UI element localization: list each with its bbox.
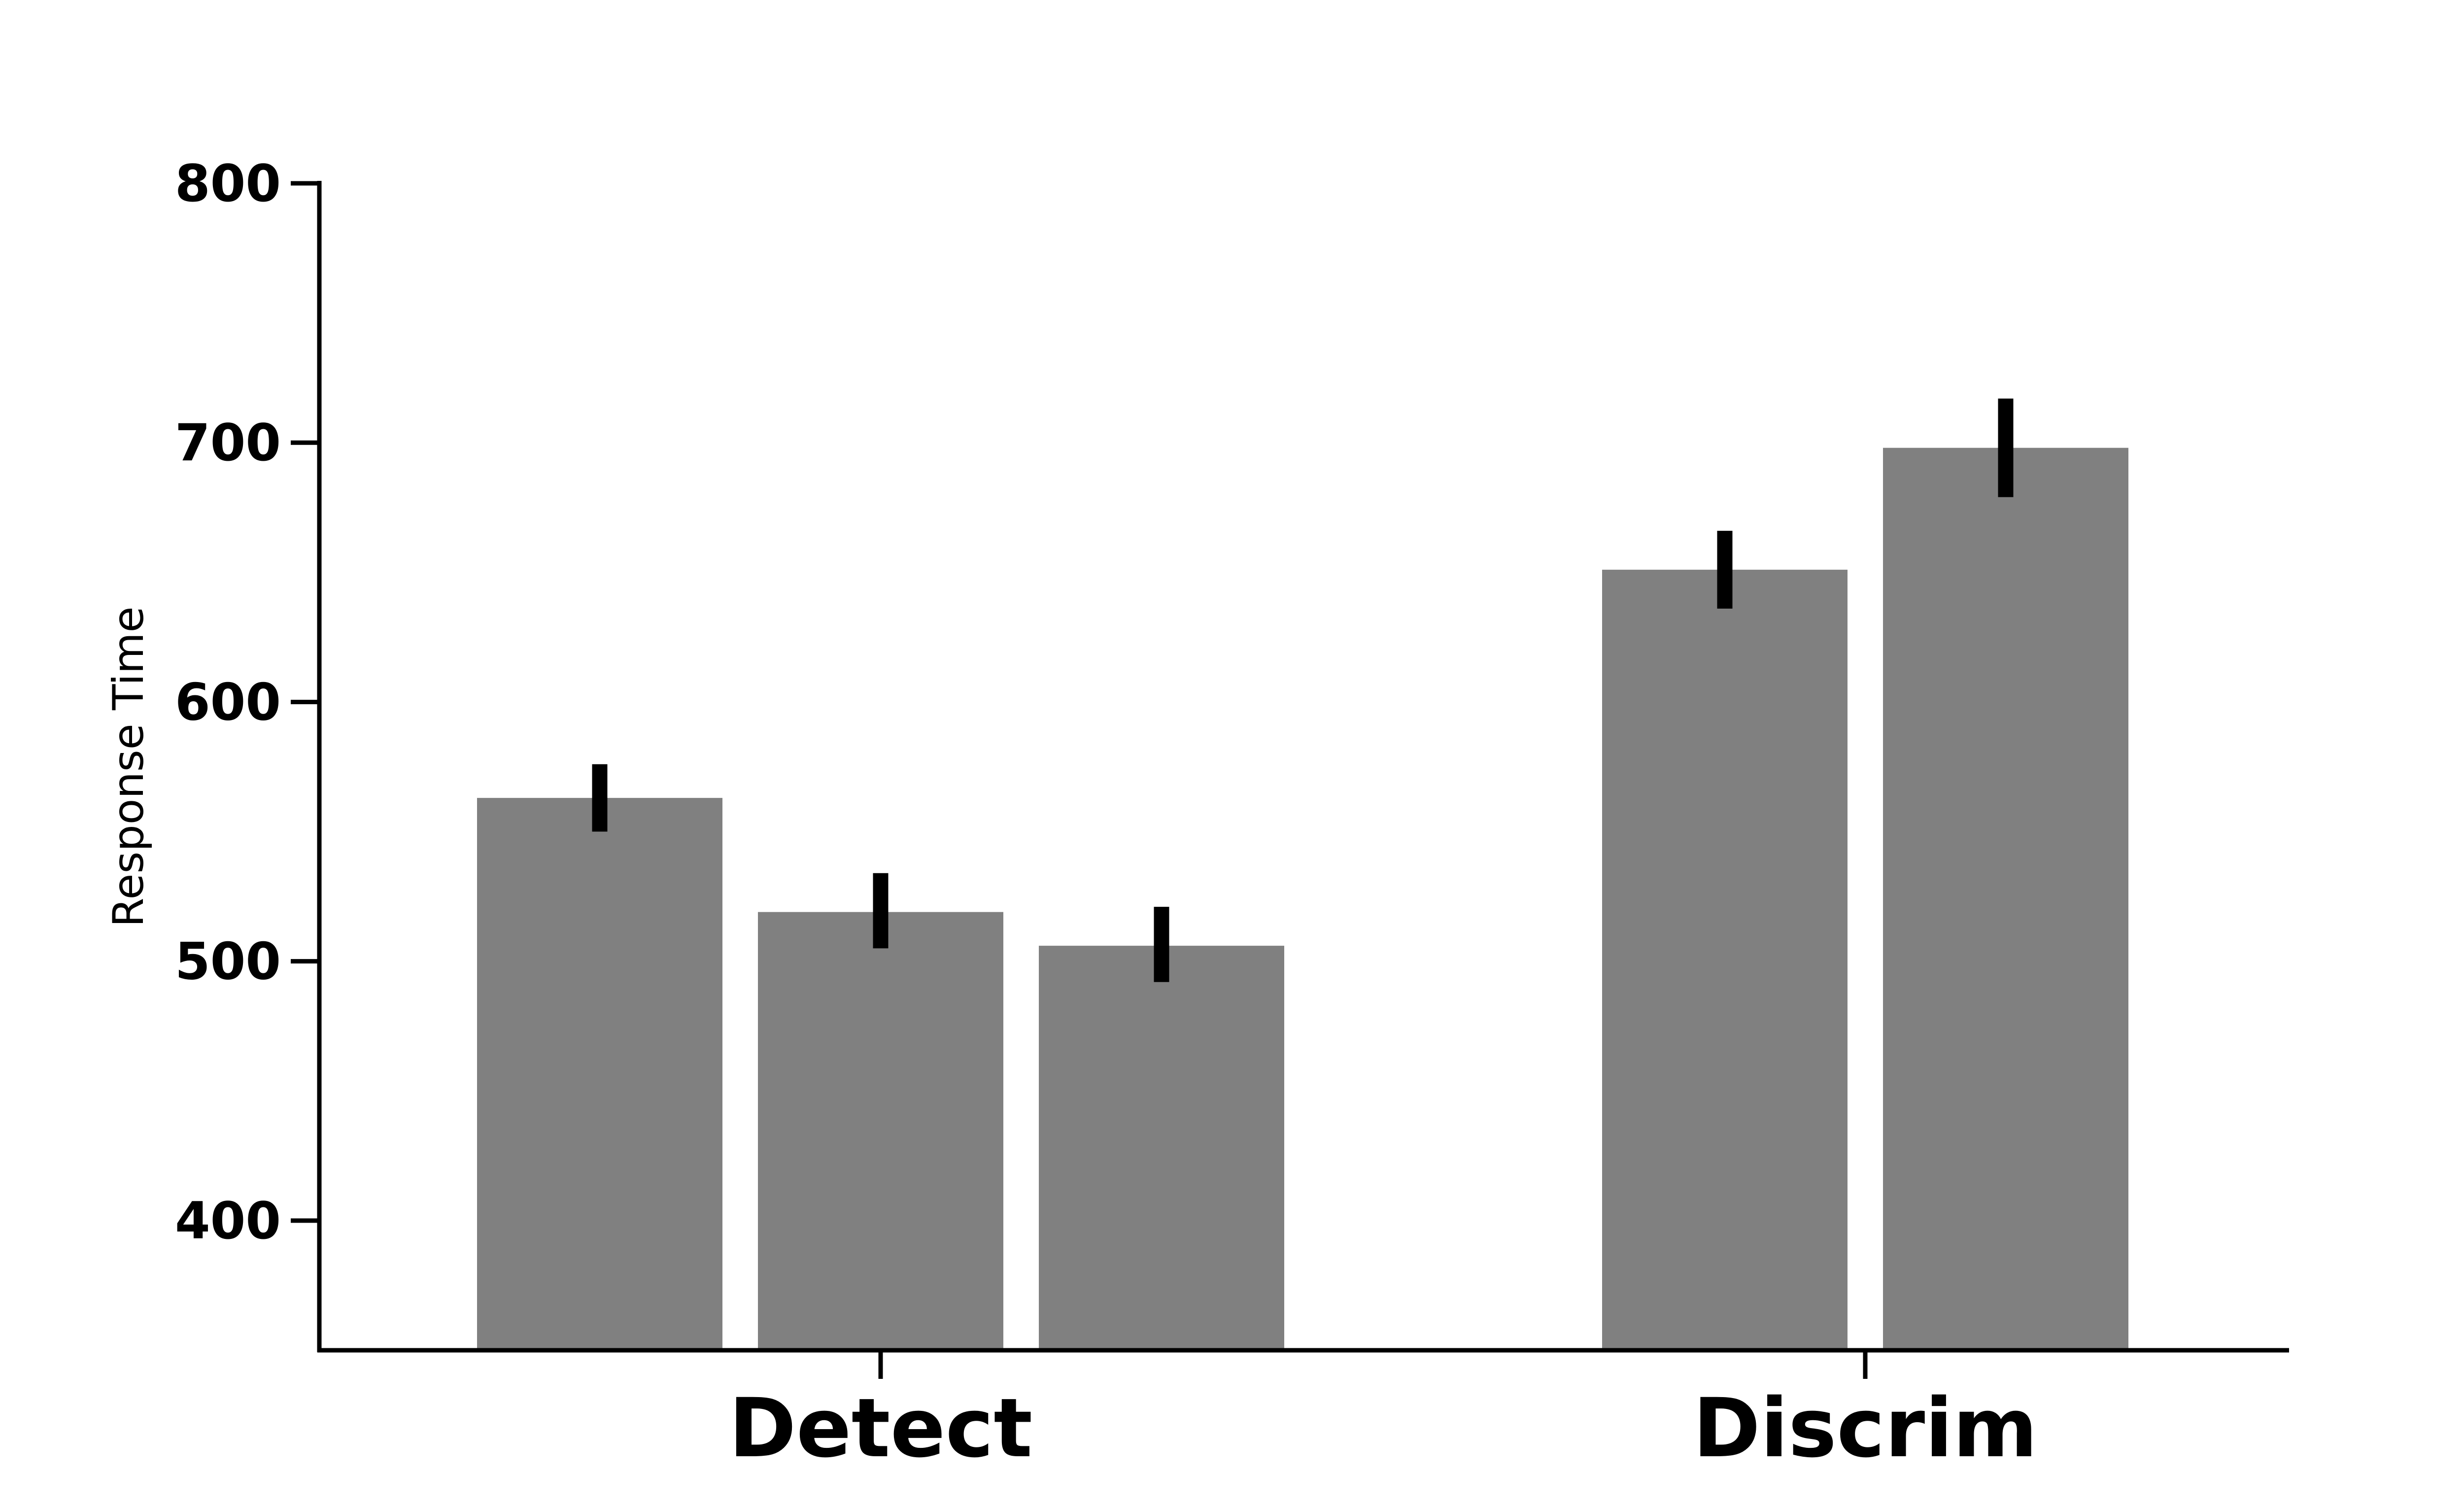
x-tick-label-discrim: Discrim [1693, 1381, 2037, 1475]
y-tick-label-800: 800 [175, 154, 281, 213]
bar-discrim-2 [1883, 447, 2128, 1351]
bar-discrim-1 [1602, 570, 1848, 1350]
bar-detect-1 [477, 798, 722, 1350]
x-tick-label-detect: Detect [729, 1381, 1032, 1475]
y-ticks: 400 500 600 700 800 [175, 154, 319, 1251]
y-tick-label-700: 700 [175, 413, 281, 473]
x-ticks: Detect Discrim [729, 1350, 2038, 1475]
bar-detect-2 [758, 912, 1003, 1350]
y-tick-label-500: 500 [175, 932, 281, 992]
y-tick-label-600: 600 [175, 673, 281, 732]
bar-detect-3 [1039, 946, 1284, 1350]
error-bars-layer [592, 398, 2014, 982]
y-tick-label-400: 400 [175, 1192, 281, 1251]
bars-layer [477, 447, 2128, 1351]
y-axis-label: Response Time [104, 607, 153, 927]
axes-layer [317, 181, 2289, 1353]
